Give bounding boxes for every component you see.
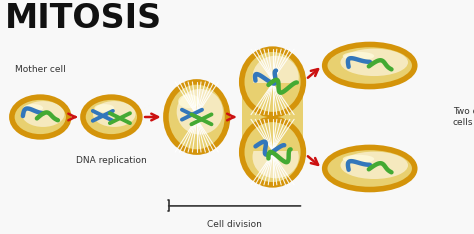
Text: MITOSIS: MITOSIS: [5, 2, 162, 35]
Ellipse shape: [343, 52, 374, 60]
Ellipse shape: [325, 44, 415, 87]
Ellipse shape: [343, 155, 374, 163]
Text: DNA replication: DNA replication: [76, 156, 147, 165]
Ellipse shape: [166, 82, 228, 152]
Ellipse shape: [83, 97, 140, 137]
Text: Mother cell: Mother cell: [15, 65, 66, 74]
Ellipse shape: [94, 104, 114, 112]
Ellipse shape: [253, 136, 299, 178]
Ellipse shape: [325, 147, 415, 190]
Ellipse shape: [23, 104, 43, 112]
Ellipse shape: [242, 119, 303, 185]
Ellipse shape: [12, 97, 69, 137]
Text: Two daughter
cells: Two daughter cells: [453, 107, 474, 127]
Ellipse shape: [93, 101, 136, 127]
Ellipse shape: [340, 49, 408, 76]
Ellipse shape: [253, 56, 299, 98]
Ellipse shape: [178, 94, 200, 108]
Ellipse shape: [177, 89, 223, 135]
Text: Cell division: Cell division: [207, 220, 262, 229]
Ellipse shape: [340, 152, 408, 179]
FancyBboxPatch shape: [242, 83, 303, 151]
Ellipse shape: [242, 49, 303, 115]
Ellipse shape: [22, 101, 64, 127]
